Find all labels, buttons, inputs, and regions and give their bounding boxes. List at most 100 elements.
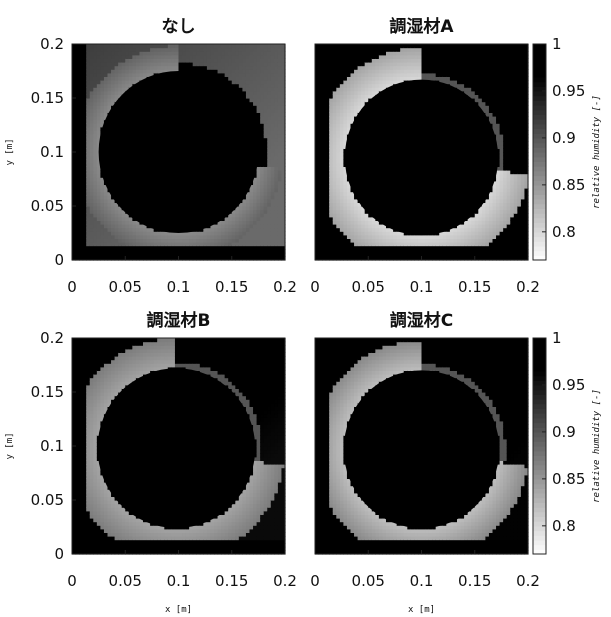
heatmap-cell (336, 252, 341, 257)
heatmap-cell (86, 173, 91, 178)
heatmap-cell (164, 47, 169, 52)
heatmap-cell (270, 184, 275, 189)
heatmap-cell (245, 252, 251, 257)
heatmap-cell (322, 87, 327, 92)
heatmap-cell (245, 231, 251, 236)
heatmap-cell (235, 209, 240, 214)
heatmap-cell (350, 62, 355, 67)
heatmap-cell (361, 249, 366, 254)
heatmap-cell (199, 249, 204, 254)
heatmap-cell (267, 198, 272, 203)
heatmap-cell (210, 252, 215, 257)
heatmap-cell (89, 180, 94, 185)
heatmap-cell (260, 144, 265, 149)
heatmap-cell (318, 159, 323, 164)
heatmap-cell (357, 83, 362, 88)
heatmap-cell (281, 195, 286, 200)
heatmap-cell (182, 249, 187, 254)
heatmap-cell (249, 224, 254, 229)
heatmap-cell (82, 148, 87, 153)
heatmap-cell (346, 112, 352, 117)
heatmap-cell (160, 256, 165, 261)
heatmap-cell (375, 65, 380, 70)
heatmap-cell (86, 177, 91, 182)
heatmap-cell (206, 62, 212, 67)
heatmap-cell (150, 249, 155, 254)
heatmap-cell (277, 198, 283, 203)
heatmap-cell (368, 252, 373, 257)
heatmap-cell (274, 206, 279, 211)
heatmap-cell (82, 44, 87, 49)
heatmap-cell (139, 65, 144, 70)
heatmap-cell (118, 242, 123, 247)
heatmap-cell (100, 65, 105, 70)
heatmap-cell (111, 62, 116, 67)
heatmap-cell (375, 72, 380, 77)
heatmap-cell (75, 134, 80, 139)
heatmap-cell (375, 245, 380, 250)
heatmap-cell (103, 252, 109, 257)
heatmap-cell (89, 126, 94, 131)
heatmap-cell (114, 252, 119, 257)
heatmap-cell (329, 108, 334, 113)
heatmap-cell (249, 76, 254, 81)
heatmap-cell (318, 65, 323, 70)
heatmap-cell (274, 54, 279, 59)
heatmap-cell (260, 184, 265, 189)
heatmap-cell (235, 80, 240, 85)
heatmap-cell (274, 242, 279, 247)
heatmap-cell (329, 173, 334, 178)
heatmap-cell (221, 252, 226, 257)
heatmap-cell (75, 69, 80, 74)
heatmap-cell (93, 76, 98, 81)
heatmap-cell (114, 231, 119, 236)
heatmap-cell (339, 166, 344, 171)
heatmap-cell (100, 98, 105, 103)
heatmap-cell (96, 90, 101, 95)
heatmap-cell (238, 227, 243, 232)
heatmap-cell (332, 65, 337, 70)
heatmap-cell (325, 220, 330, 225)
heatmap-cell (357, 238, 362, 243)
heatmap-cell (139, 234, 144, 239)
heatmap-cell (75, 72, 80, 77)
heatmap-cell (100, 238, 105, 243)
heatmap-cell (339, 184, 344, 189)
heatmap-cell (143, 242, 148, 247)
heatmap-cell (361, 220, 366, 225)
heatmap-cell (96, 126, 101, 131)
heatmap-cell (270, 227, 275, 232)
heatmap-cell (375, 220, 380, 225)
heatmap-cell (214, 256, 219, 261)
heatmap-cell (125, 62, 130, 67)
heatmap-cell (125, 220, 130, 225)
heatmap-cell (256, 213, 261, 218)
heatmap-cell (315, 72, 320, 77)
heatmap-cell (221, 256, 226, 261)
heatmap-cell (235, 242, 240, 247)
heatmap-cell (171, 256, 176, 261)
heatmap-cell (231, 249, 236, 254)
heatmap-cell (318, 249, 323, 254)
heatmap-cell (371, 249, 376, 254)
heatmap-cell (350, 209, 355, 214)
heatmap-cell (111, 76, 116, 81)
heatmap-cell (160, 252, 165, 257)
heatmap-cell (274, 76, 279, 81)
heatmap-cell (274, 69, 279, 74)
heatmap-cell (277, 94, 283, 99)
heatmap-cell (336, 162, 341, 167)
heatmap-cell (281, 242, 286, 247)
heatmap-cell (329, 206, 334, 211)
heatmap-cell (281, 65, 286, 70)
heatmap-cell (339, 198, 344, 203)
heatmap-cell (242, 206, 247, 211)
heatmap-cell (178, 234, 183, 239)
heatmap-cell (217, 44, 222, 49)
heatmap-cell (386, 231, 391, 236)
heatmap-cell (224, 231, 229, 236)
heatmap-cell (93, 69, 98, 74)
heatmap-cell (128, 54, 133, 59)
heatmap-cell (325, 177, 330, 182)
heatmap-cell (336, 202, 341, 207)
